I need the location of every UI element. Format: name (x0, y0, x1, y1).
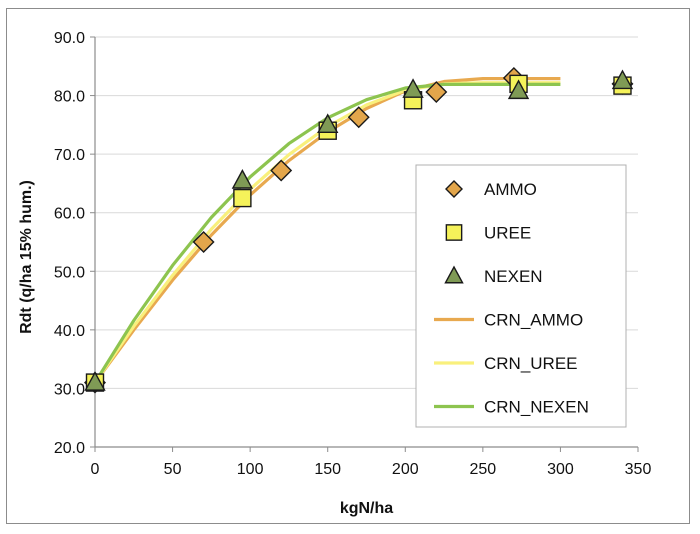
y-axis-title: Rdt (q/ha 15% hum.) (18, 180, 35, 334)
point-nexen (231, 169, 254, 189)
legend: AMMO UREE NEXEN CRN_AMMO CRN_UREE CRN_NEXEN (415, 164, 627, 428)
legend-marker-ammo (445, 180, 463, 198)
point-ammo (347, 106, 370, 129)
y-tick-labels: 20.0 30.0 40.0 50.0 60.0 70.0 80.0 90.0 (54, 30, 85, 457)
legend-box (415, 164, 627, 428)
point-ammo (192, 231, 215, 253)
gridlines (95, 36, 638, 389)
point-nexen (402, 78, 424, 98)
y-tick-label: 70.0 (54, 147, 85, 164)
x-tick-labels: 0 50 100 150 200 250 300 350 (91, 461, 652, 478)
x-tick-label: 100 (237, 461, 264, 478)
y-tick-label: 30.0 (54, 381, 85, 398)
point-nexen (611, 69, 634, 90)
x-tick-label: 0 (91, 461, 100, 478)
legend-label: CRN_AMMO (484, 311, 583, 330)
legend-label: UREE (484, 224, 531, 243)
x-axis-title: kgN/ha (340, 500, 393, 517)
point-nexen (317, 113, 339, 134)
point-uree (233, 188, 252, 208)
x-tick-label: 150 (314, 461, 341, 478)
legend-label: CRN_UREE (484, 354, 578, 373)
chart: 0 50 100 150 200 250 300 350 20.0 30.0 40.0 50.0 60… (18, 30, 652, 517)
point-nexen (84, 371, 106, 391)
point-ammo (270, 159, 293, 182)
x-tick-label: 200 (392, 461, 419, 478)
y-tick-label: 90.0 (54, 30, 85, 47)
legend-marker-uree (445, 224, 463, 241)
y-tick-label: 60.0 (54, 206, 85, 223)
chart-frame: 0 50 100 150 200 250 300 350 20.0 30.0 40.0 50.0 60… (6, 8, 690, 524)
x-tick-label: 250 (470, 461, 497, 478)
legend-label: NEXEN (484, 267, 543, 286)
legend-label: AMMO (484, 180, 537, 199)
legend-marker-nexen (444, 265, 464, 284)
x-tick-label: 300 (547, 461, 574, 478)
y-tick-label: 40.0 (54, 323, 85, 340)
x-tick-label: 50 (164, 461, 182, 478)
y-tick-label: 80.0 (54, 89, 85, 106)
y-tick-label: 20.0 (54, 440, 85, 457)
data-points (84, 67, 634, 394)
legend-label: CRN_NEXEN (484, 398, 589, 417)
y-tick-label: 50.0 (54, 264, 85, 281)
x-tick-label: 350 (625, 461, 652, 478)
point-ammo (425, 81, 448, 104)
point-nexen (507, 79, 530, 100)
